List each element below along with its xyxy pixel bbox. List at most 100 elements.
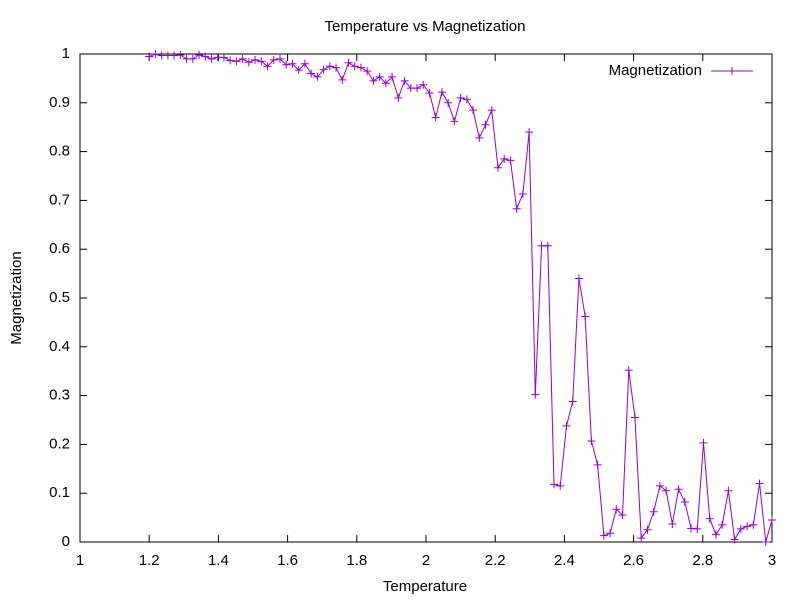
data-point (550, 480, 559, 489)
data-point (400, 76, 409, 85)
data-point (493, 163, 502, 172)
data-point (450, 117, 459, 126)
data-point (176, 50, 185, 59)
data-point (730, 535, 739, 544)
data-point (145, 52, 154, 61)
data-point (282, 60, 291, 69)
y-tick-label: 0.1 (49, 484, 70, 501)
data-point (518, 190, 527, 199)
data-point (662, 486, 671, 495)
data-point (219, 53, 228, 62)
y-tick-label: 0.2 (49, 435, 70, 452)
y-tick-label: 0 (62, 533, 70, 550)
x-tick-label: 1 (76, 552, 84, 569)
data-point (456, 93, 465, 102)
data-point (724, 486, 733, 495)
data-point (593, 460, 602, 469)
x-axis-label: Temperature (383, 578, 467, 595)
data-point (251, 55, 260, 64)
data-point (630, 413, 639, 422)
x-tick-label: 3 (768, 552, 776, 569)
data-point (581, 312, 590, 321)
data-point (275, 54, 284, 63)
data-point (637, 534, 646, 543)
data-point (749, 520, 758, 529)
data-line (149, 53, 773, 543)
y-tick-label: 0.3 (49, 387, 70, 404)
data-point (369, 76, 378, 85)
legend-label: Magnetization (609, 62, 702, 79)
data-point (475, 133, 484, 142)
data-point (506, 156, 515, 165)
data-point (188, 54, 197, 63)
y-tick-label: 0.8 (49, 143, 70, 160)
legend-marker (728, 67, 736, 75)
data-point (469, 106, 478, 115)
y-tick-label: 0.6 (49, 240, 70, 257)
data-point (419, 80, 428, 89)
data-point (761, 538, 770, 546)
plot-border (79, 53, 773, 543)
data-point (599, 531, 608, 540)
data-point (668, 519, 677, 528)
data-point (444, 98, 453, 107)
chart-title: Temperature vs Magnetization (325, 18, 526, 35)
data-point (755, 479, 764, 488)
data-point (294, 66, 303, 75)
data-point (201, 52, 210, 61)
data-point (680, 497, 689, 506)
x-tick-label: 1.6 (277, 552, 298, 569)
data-point (437, 88, 446, 97)
x-tick-label: 1.4 (208, 552, 229, 569)
x-tick-label: 2 (422, 552, 430, 569)
data-point (649, 507, 658, 516)
data-point (618, 511, 627, 520)
y-axis-label: Magnetization (8, 251, 25, 344)
data-point (606, 529, 615, 538)
y-tick-label: 0.7 (49, 191, 70, 208)
data-point (487, 106, 496, 115)
data-point (363, 67, 372, 76)
y-tick-label: 0.5 (49, 289, 70, 306)
data-point (394, 93, 403, 102)
x-tick-label: 2.4 (554, 552, 575, 569)
x-tick-label: 1.2 (139, 552, 160, 569)
data-point (307, 69, 316, 78)
data-point (344, 58, 353, 67)
data-point (388, 72, 397, 81)
data-point (500, 154, 509, 163)
data-point (319, 65, 328, 74)
data-point (338, 75, 347, 84)
x-tick-label: 2.2 (485, 552, 506, 569)
y-tick-label: 1 (62, 45, 70, 62)
data-point (624, 366, 633, 375)
data-point (356, 63, 365, 72)
data-point (525, 128, 534, 137)
data-point (693, 524, 702, 533)
data-point (543, 241, 552, 250)
data-point (568, 397, 577, 406)
data-point (232, 57, 241, 66)
data-point (226, 56, 235, 65)
data-point (612, 505, 621, 514)
x-tick-label: 1.8 (346, 552, 367, 569)
data-point (431, 113, 440, 122)
data-point (481, 120, 490, 129)
data-point (587, 436, 596, 445)
data-point (263, 62, 272, 71)
data-point (699, 438, 708, 447)
data-point (300, 59, 309, 68)
data-point (643, 525, 652, 534)
data-point (195, 50, 204, 59)
data-point (381, 79, 390, 88)
data-point (768, 516, 776, 525)
y-tick-label: 0.4 (49, 338, 70, 355)
data-point (531, 390, 540, 399)
data-point (736, 524, 745, 533)
data-point (244, 58, 253, 67)
data-point (350, 62, 359, 71)
data-point (413, 84, 422, 93)
data-point (674, 485, 683, 494)
data-point (462, 95, 471, 104)
